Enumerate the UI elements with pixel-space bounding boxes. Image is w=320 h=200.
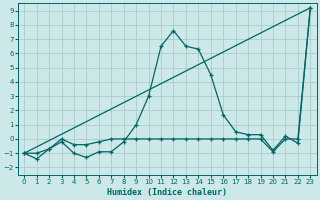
X-axis label: Humidex (Indice chaleur): Humidex (Indice chaleur) <box>107 188 227 197</box>
